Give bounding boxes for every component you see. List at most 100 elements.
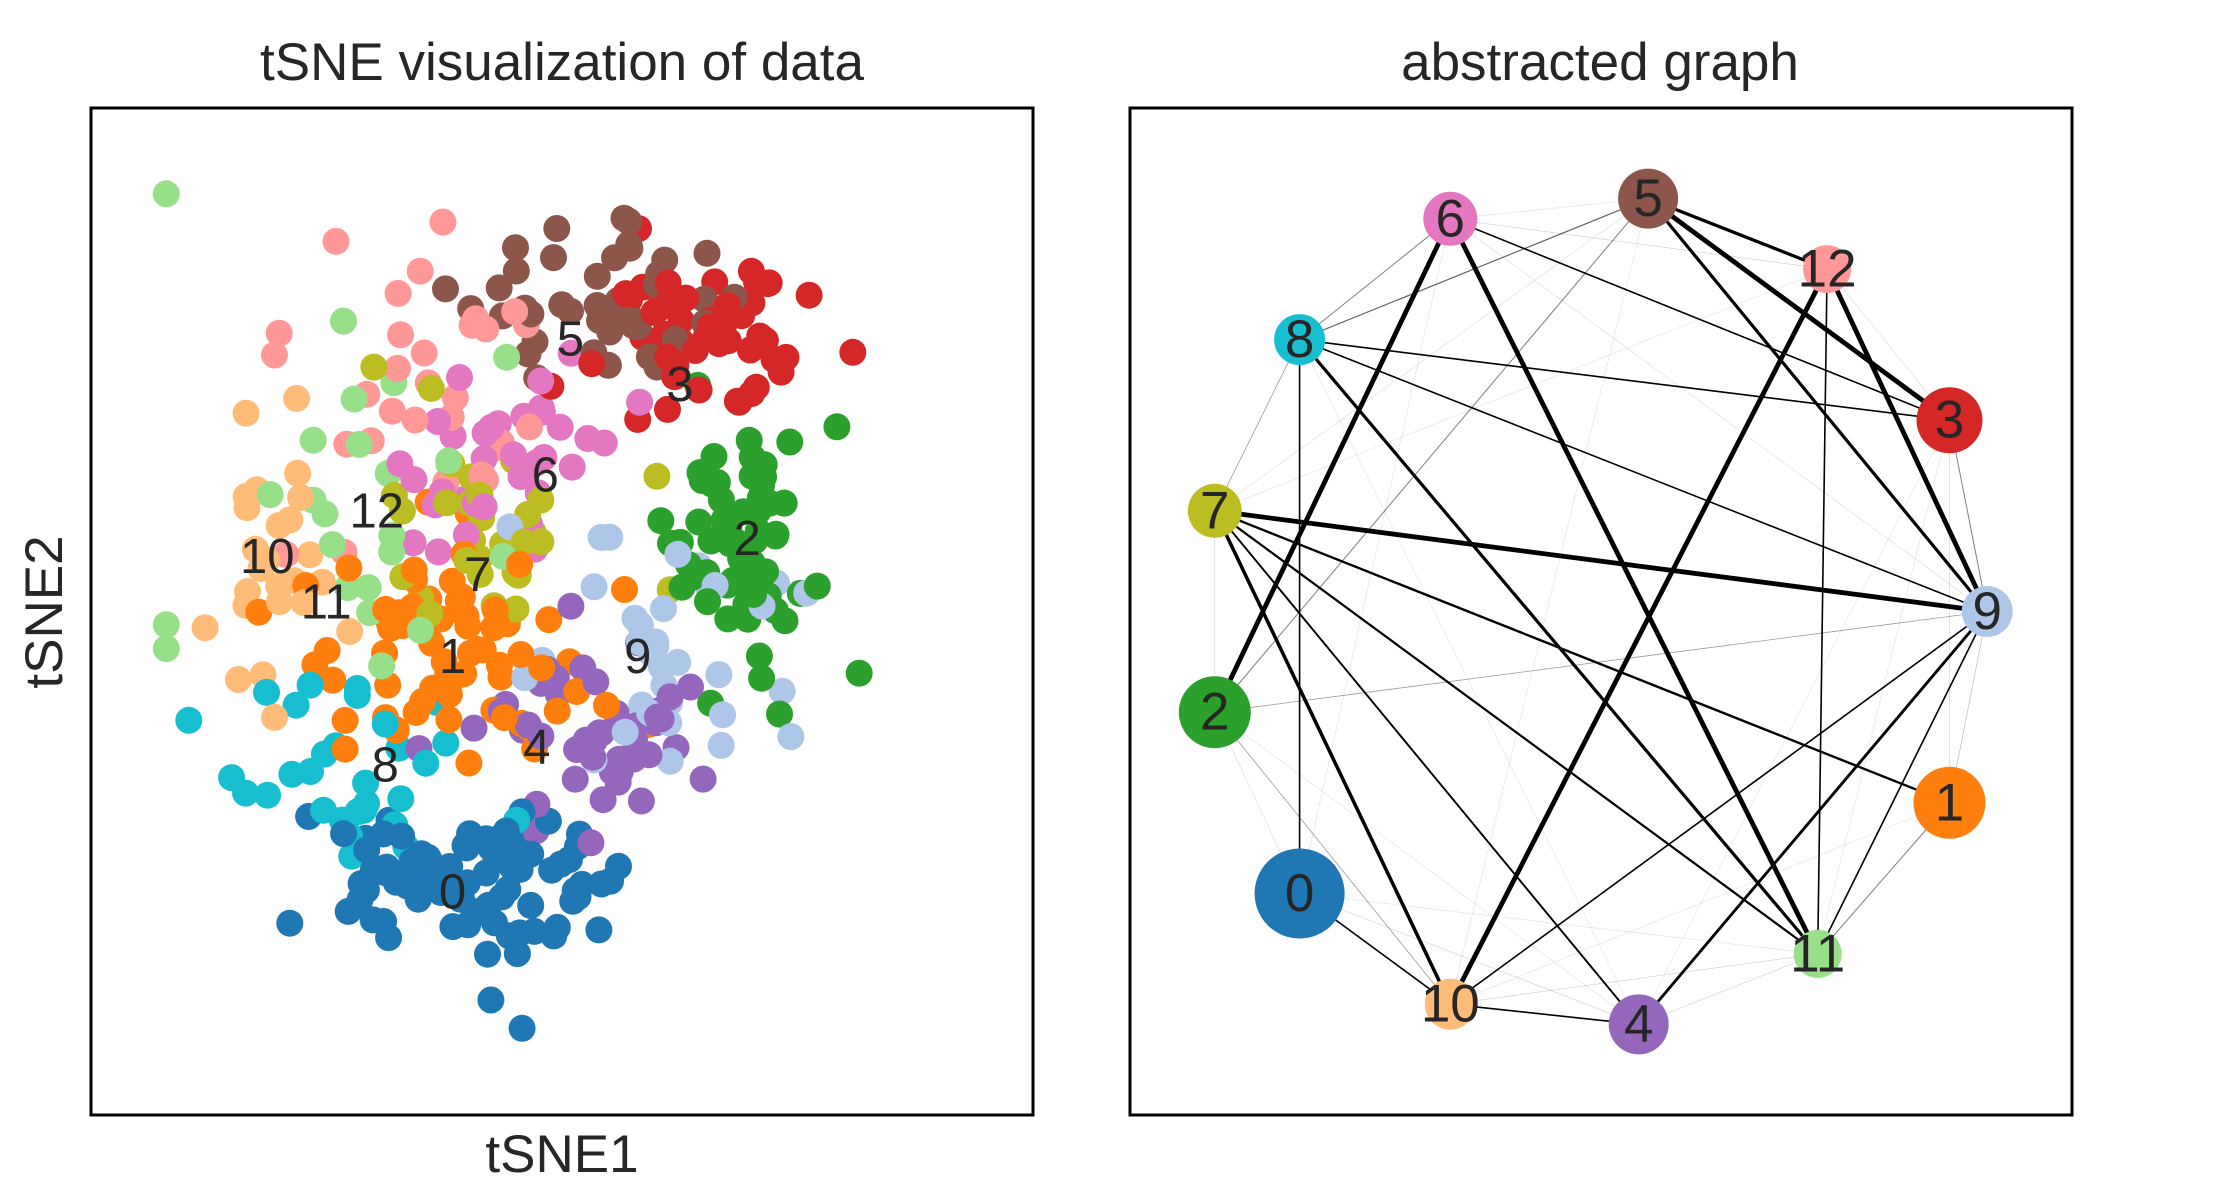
- scatter-point-cluster-8: [352, 769, 380, 797]
- scatter-point-cluster-2: [823, 413, 851, 441]
- scatter-point-cluster-11: [334, 574, 362, 602]
- scatter-point-cluster-1: [372, 595, 400, 623]
- scatter-point-cluster-5: [540, 244, 567, 272]
- scatter-point-cluster-4: [460, 714, 488, 742]
- scatter-point-cluster-8: [343, 681, 371, 709]
- scatter-point-cluster-1: [400, 556, 428, 584]
- scatter-point-cluster-9: [707, 731, 735, 759]
- scatter-point-cluster-0: [477, 986, 505, 1014]
- scatter-point-cluster-4: [557, 592, 585, 620]
- scatter-point-cluster-0: [597, 867, 624, 895]
- scatter-point-cluster-12: [384, 354, 411, 382]
- scatter-point-cluster-8: [371, 710, 399, 738]
- scatter-point-cluster-0: [346, 886, 374, 914]
- graph-title: abstracted graph: [1401, 33, 1799, 92]
- scatter-point-cluster-7: [502, 595, 530, 623]
- scatter-point-cluster-1: [402, 698, 430, 726]
- scatter-point-cluster-5: [502, 257, 530, 285]
- cluster-label-11: 11: [301, 575, 352, 629]
- scatter-point-cluster-6: [546, 413, 574, 441]
- scatter-point-cluster-2: [745, 642, 773, 670]
- graph-edge-8-3: [1299, 338, 1950, 421]
- scatter-point-cluster-4: [577, 829, 605, 857]
- graph-node-label-0: 0: [1285, 864, 1314, 923]
- scatter-point-cluster-10: [224, 666, 252, 693]
- scatter-point-cluster-1: [435, 706, 463, 734]
- graph-edge-7-10: [1213, 510, 1452, 1005]
- graph-edge-12-9: [1824, 268, 1990, 613]
- scatter-point-cluster-9: [709, 701, 737, 729]
- scatter-point-cluster-0: [474, 940, 501, 968]
- scatter-point-cluster-8: [387, 785, 415, 813]
- scatter-point-cluster-2: [766, 700, 793, 728]
- scatter-point-cluster-12: [384, 279, 412, 307]
- scatter-point-cluster-2: [743, 498, 771, 526]
- scatter-point-cluster-1: [543, 697, 571, 725]
- scatter-point-cluster-6: [557, 339, 585, 367]
- graph-edge-0-4: [1299, 893, 1639, 1025]
- scatter-point-cluster-2: [762, 522, 790, 550]
- scatter-point-cluster-3: [654, 343, 682, 371]
- scatter-point-cluster-3: [696, 313, 724, 341]
- scatter-point-cluster-2: [694, 588, 721, 616]
- scatter-point-cluster-9: [656, 747, 684, 775]
- graph-edge-2-10: [1214, 711, 1451, 1005]
- scatter-point-cluster-4: [606, 757, 634, 785]
- scatter-point-cluster-12: [406, 257, 434, 285]
- graph-node-3: [1916, 387, 1983, 454]
- scatter-point-cluster-3: [839, 338, 867, 366]
- scatter-point-cluster-4: [689, 765, 717, 793]
- scatter-points: [152, 180, 873, 1042]
- graph-node-label-12: 12: [1798, 240, 1857, 299]
- graph-edge-6-9: [1450, 218, 1988, 612]
- scatter-point-cluster-2: [647, 507, 675, 535]
- scatter-point-cluster-12: [441, 384, 469, 412]
- scatter-point-cluster-5: [548, 291, 576, 319]
- cluster-label-12: 12: [350, 485, 405, 539]
- cluster-label-7: 7: [464, 548, 491, 602]
- scatter-point-cluster-11: [345, 430, 373, 458]
- scatter-point-cluster-12: [516, 413, 543, 441]
- graph-edge-5-8: [1299, 198, 1649, 341]
- scatter-point-cluster-1: [301, 651, 329, 679]
- scatter-point-cluster-0: [454, 911, 482, 939]
- graph-edge-2-9: [1214, 611, 1988, 713]
- graph-edge-6-11: [1448, 217, 1820, 955]
- scatter-point-cluster-6: [530, 444, 558, 471]
- scatter-point-cluster-7: [643, 462, 671, 490]
- scatter-point-cluster-11: [406, 616, 434, 644]
- scatter-point-cluster-1: [490, 704, 518, 732]
- graph-edge-7-9: [1214, 508, 1988, 614]
- scatter-point-cluster-2: [771, 607, 799, 635]
- graph-edge-9-11: [1816, 611, 1988, 955]
- graph-node-label-1: 1: [1935, 773, 1964, 832]
- scatter-point-cluster-4: [627, 787, 655, 815]
- scatter-point-cluster-1: [331, 735, 359, 763]
- scatter-point-cluster-3: [654, 395, 681, 423]
- scatter-point-cluster-1: [535, 606, 563, 634]
- scatter-point-cluster-5: [583, 262, 611, 290]
- scatter-point-cluster-1: [331, 706, 359, 734]
- scatter-point-cluster-6: [470, 493, 498, 521]
- graph-node-label-3: 3: [1935, 391, 1964, 450]
- scatter-point-cluster-5: [502, 234, 529, 262]
- scatter-point-cluster-11: [299, 426, 327, 454]
- scatter-point-cluster-12: [261, 341, 288, 369]
- scatter-point-cluster-2: [710, 506, 738, 534]
- scatter-point-cluster-11: [152, 611, 180, 639]
- graph-edge-2-4: [1214, 711, 1639, 1025]
- scatter-point-cluster-0: [495, 922, 523, 950]
- graph-edge-6-0: [1299, 218, 1451, 894]
- graph-edge-3-11: [1817, 420, 1950, 954]
- scatter-point-cluster-10: [296, 541, 324, 569]
- scatter-point-cluster-5: [693, 239, 721, 267]
- graph-edge-10-4: [1450, 1003, 1639, 1026]
- scatter-point-cluster-2: [776, 428, 804, 456]
- scatter-point-cluster-12: [410, 339, 438, 367]
- tsne-panel: tSNE visualization of data 0123456789101…: [15, 33, 1035, 1184]
- scatter-point-cluster-10: [234, 578, 261, 605]
- scatter-point-cluster-10: [287, 483, 315, 511]
- scatter-point-cluster-8: [297, 758, 324, 785]
- graph-edge-6-12: [1450, 218, 1828, 270]
